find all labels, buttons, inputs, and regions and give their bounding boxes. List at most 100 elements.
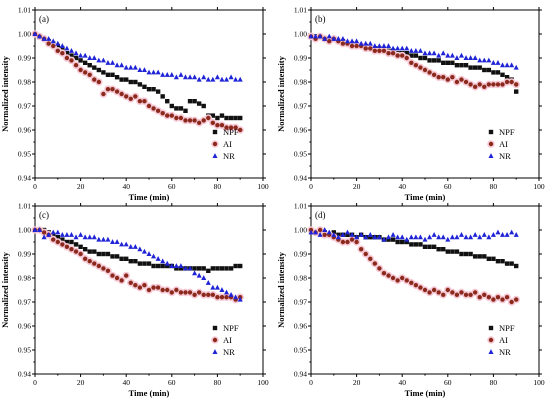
data-point-npf [431,244,437,249]
y-tick-label: 0.98 [294,78,307,87]
data-point-nr [100,57,106,63]
data-point-nr [192,270,198,276]
data-point-ai [133,283,138,288]
data-point-ai [390,275,396,281]
data-point-nr [385,234,392,240]
data-point-nr [237,296,243,302]
data-point-ai [491,297,496,302]
data-point-npf [155,89,161,94]
data-point-nr [463,55,469,61]
data-point-ai [101,266,106,271]
data-point-nr [182,74,189,80]
data-point-npf [51,232,56,237]
data-point-ai [92,261,97,266]
y-tick-label: 0.94 [294,174,307,183]
y-tick-label: 0.94 [18,370,31,379]
legend-marker-nr [488,153,494,159]
x-axis-label: Time (min) [129,388,170,398]
data-point-ai [491,82,496,87]
data-point-nr [499,231,506,237]
data-point-ai [114,89,120,94]
data-point-ai [354,43,359,49]
data-point-npf [504,261,510,266]
data-point-npf [509,261,514,266]
data-point-npf [436,247,441,252]
data-point-npf [128,259,133,264]
data-point-nr [169,263,175,269]
data-point-ai [404,278,409,283]
data-point-nr [109,59,116,65]
data-point-ai [73,249,79,254]
data-point-ai [151,285,156,290]
data-point-ai [165,113,170,118]
data-point-nr [78,231,84,237]
data-point-nr [495,59,501,65]
data-point-npf [87,249,92,254]
data-point-npf [463,251,469,257]
data-point-nr [91,234,97,240]
data-point-ai [459,77,464,82]
data-point-nr [105,236,111,242]
data-point-nr [440,234,446,240]
legend-marker-nr [212,153,218,159]
data-point-ai [219,295,225,300]
data-point-ai [395,53,400,58]
x-tick-label: 40 [398,378,406,387]
data-point-nr [214,284,220,290]
data-point-nr [223,289,230,295]
data-point-nr [114,239,120,245]
x-tick-label: 60 [444,182,452,191]
x-axis-label: Time (min) [129,192,170,202]
y-tick-label: 0.95 [18,346,31,355]
data-point-ai [477,295,482,300]
data-point-nr [513,231,519,237]
data-point-npf [422,244,428,249]
series-ai [307,226,520,306]
y-tick-label: 0.96 [18,322,31,331]
y-tick-label: 0.97 [18,298,31,307]
data-point-nr [344,229,351,235]
data-point-nr [399,234,405,240]
data-point-ai [372,48,378,53]
data-point-nr [201,74,207,80]
data-point-nr [367,40,373,46]
series-nr [308,227,519,242]
data-point-npf [201,103,206,109]
x-tick-label: 40 [122,182,130,191]
data-point-npf [400,239,405,245]
y-tick-label: 0.96 [294,322,307,331]
legend-label-ai: AI [499,335,508,345]
data-point-npf [219,113,225,118]
data-point-npf [73,242,79,247]
data-point-npf [224,266,229,271]
data-point-nr [344,38,351,44]
data-point-ai [340,239,346,245]
data-point-ai [486,82,492,87]
data-point-nr [322,35,328,41]
series-npf [32,227,243,273]
legend-label-ai: AI [499,139,508,149]
data-point-nr [201,275,207,281]
data-point-nr [399,45,405,51]
data-point-nr [132,64,138,70]
data-point-ai [504,79,510,85]
data-point-ai [445,77,450,82]
data-point-npf [482,67,487,73]
data-point-ai [128,96,133,102]
chart-panel-4: 0 20 40 60 80 100 0.94 0.95 0.96 0.97 0.98 0.99 1.00… [276,202,545,398]
data-point-ai [450,75,455,80]
data-point-nr [59,231,65,237]
legend: NPF AI NR [211,323,239,357]
data-point-npf [500,72,505,77]
data-point-nr [358,231,364,237]
data-point-nr [381,43,387,49]
data-point-ai [504,295,510,300]
data-point-ai [201,292,206,297]
chart-panel-3: 0 20 40 60 80 100 0.94 0.95 0.96 0.97 0.98 0.99 1.00… [0,202,269,398]
data-point-nr [109,239,116,245]
data-point-nr [454,55,460,61]
x-tick-label: 60 [444,378,452,387]
x-tick-label: 0 [309,182,313,191]
y-tick-label: 0.94 [294,370,307,379]
data-point-ai [196,120,202,126]
